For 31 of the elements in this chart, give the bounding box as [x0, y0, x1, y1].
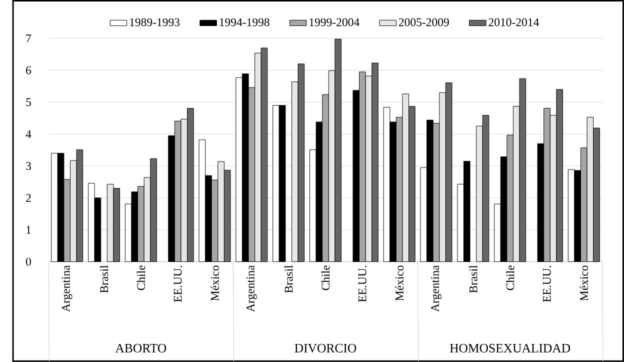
x-tick-label: México — [395, 266, 404, 301]
text: HOMOSEXUALIDAD — [450, 344, 570, 353]
x-tick-label: Chile — [136, 266, 146, 290]
x-tick-label: Brasil — [469, 265, 478, 293]
y-tick-label: 7 — [26, 34, 32, 42]
legend-label: 1999-2004 — [310, 18, 360, 26]
x-tick-label: Argentina — [246, 265, 257, 312]
x-tick-label: Argentina — [431, 265, 442, 312]
y-tick-label: 0 — [26, 258, 31, 266]
y-tick-label: 2 — [26, 194, 31, 202]
y-tick-label: 1 — [26, 226, 31, 234]
x-tick-label: EE.UU. — [174, 266, 182, 302]
text: ABORTO — [115, 344, 166, 353]
x-tick-label: Brasil — [284, 265, 293, 293]
y-tick-label: 5 — [26, 98, 31, 106]
x-tick-label: EE.UU. — [543, 266, 551, 302]
legend-label: 1989-1993 — [130, 18, 180, 26]
x-tick-label: Chile — [321, 266, 330, 290]
x-tick-label: EE.UU. — [358, 266, 366, 302]
x-tick-label: Argentina — [62, 265, 72, 312]
legend-label: 2010-2014 — [488, 18, 539, 26]
y-tick-label: 4 — [26, 130, 32, 138]
legend-label: 2005-2009 — [398, 18, 449, 26]
text: DIVORCIO — [294, 344, 356, 353]
x-tick-label: México — [580, 266, 588, 301]
x-tick-label: Chile — [506, 266, 514, 290]
legend-label: 1994-1998 — [220, 18, 270, 26]
x-tick-label: Brasil — [100, 265, 108, 293]
y-tick-label: 6 — [26, 66, 32, 74]
y-tick-label: 3 — [26, 162, 31, 170]
x-tick-label: México — [210, 266, 219, 301]
